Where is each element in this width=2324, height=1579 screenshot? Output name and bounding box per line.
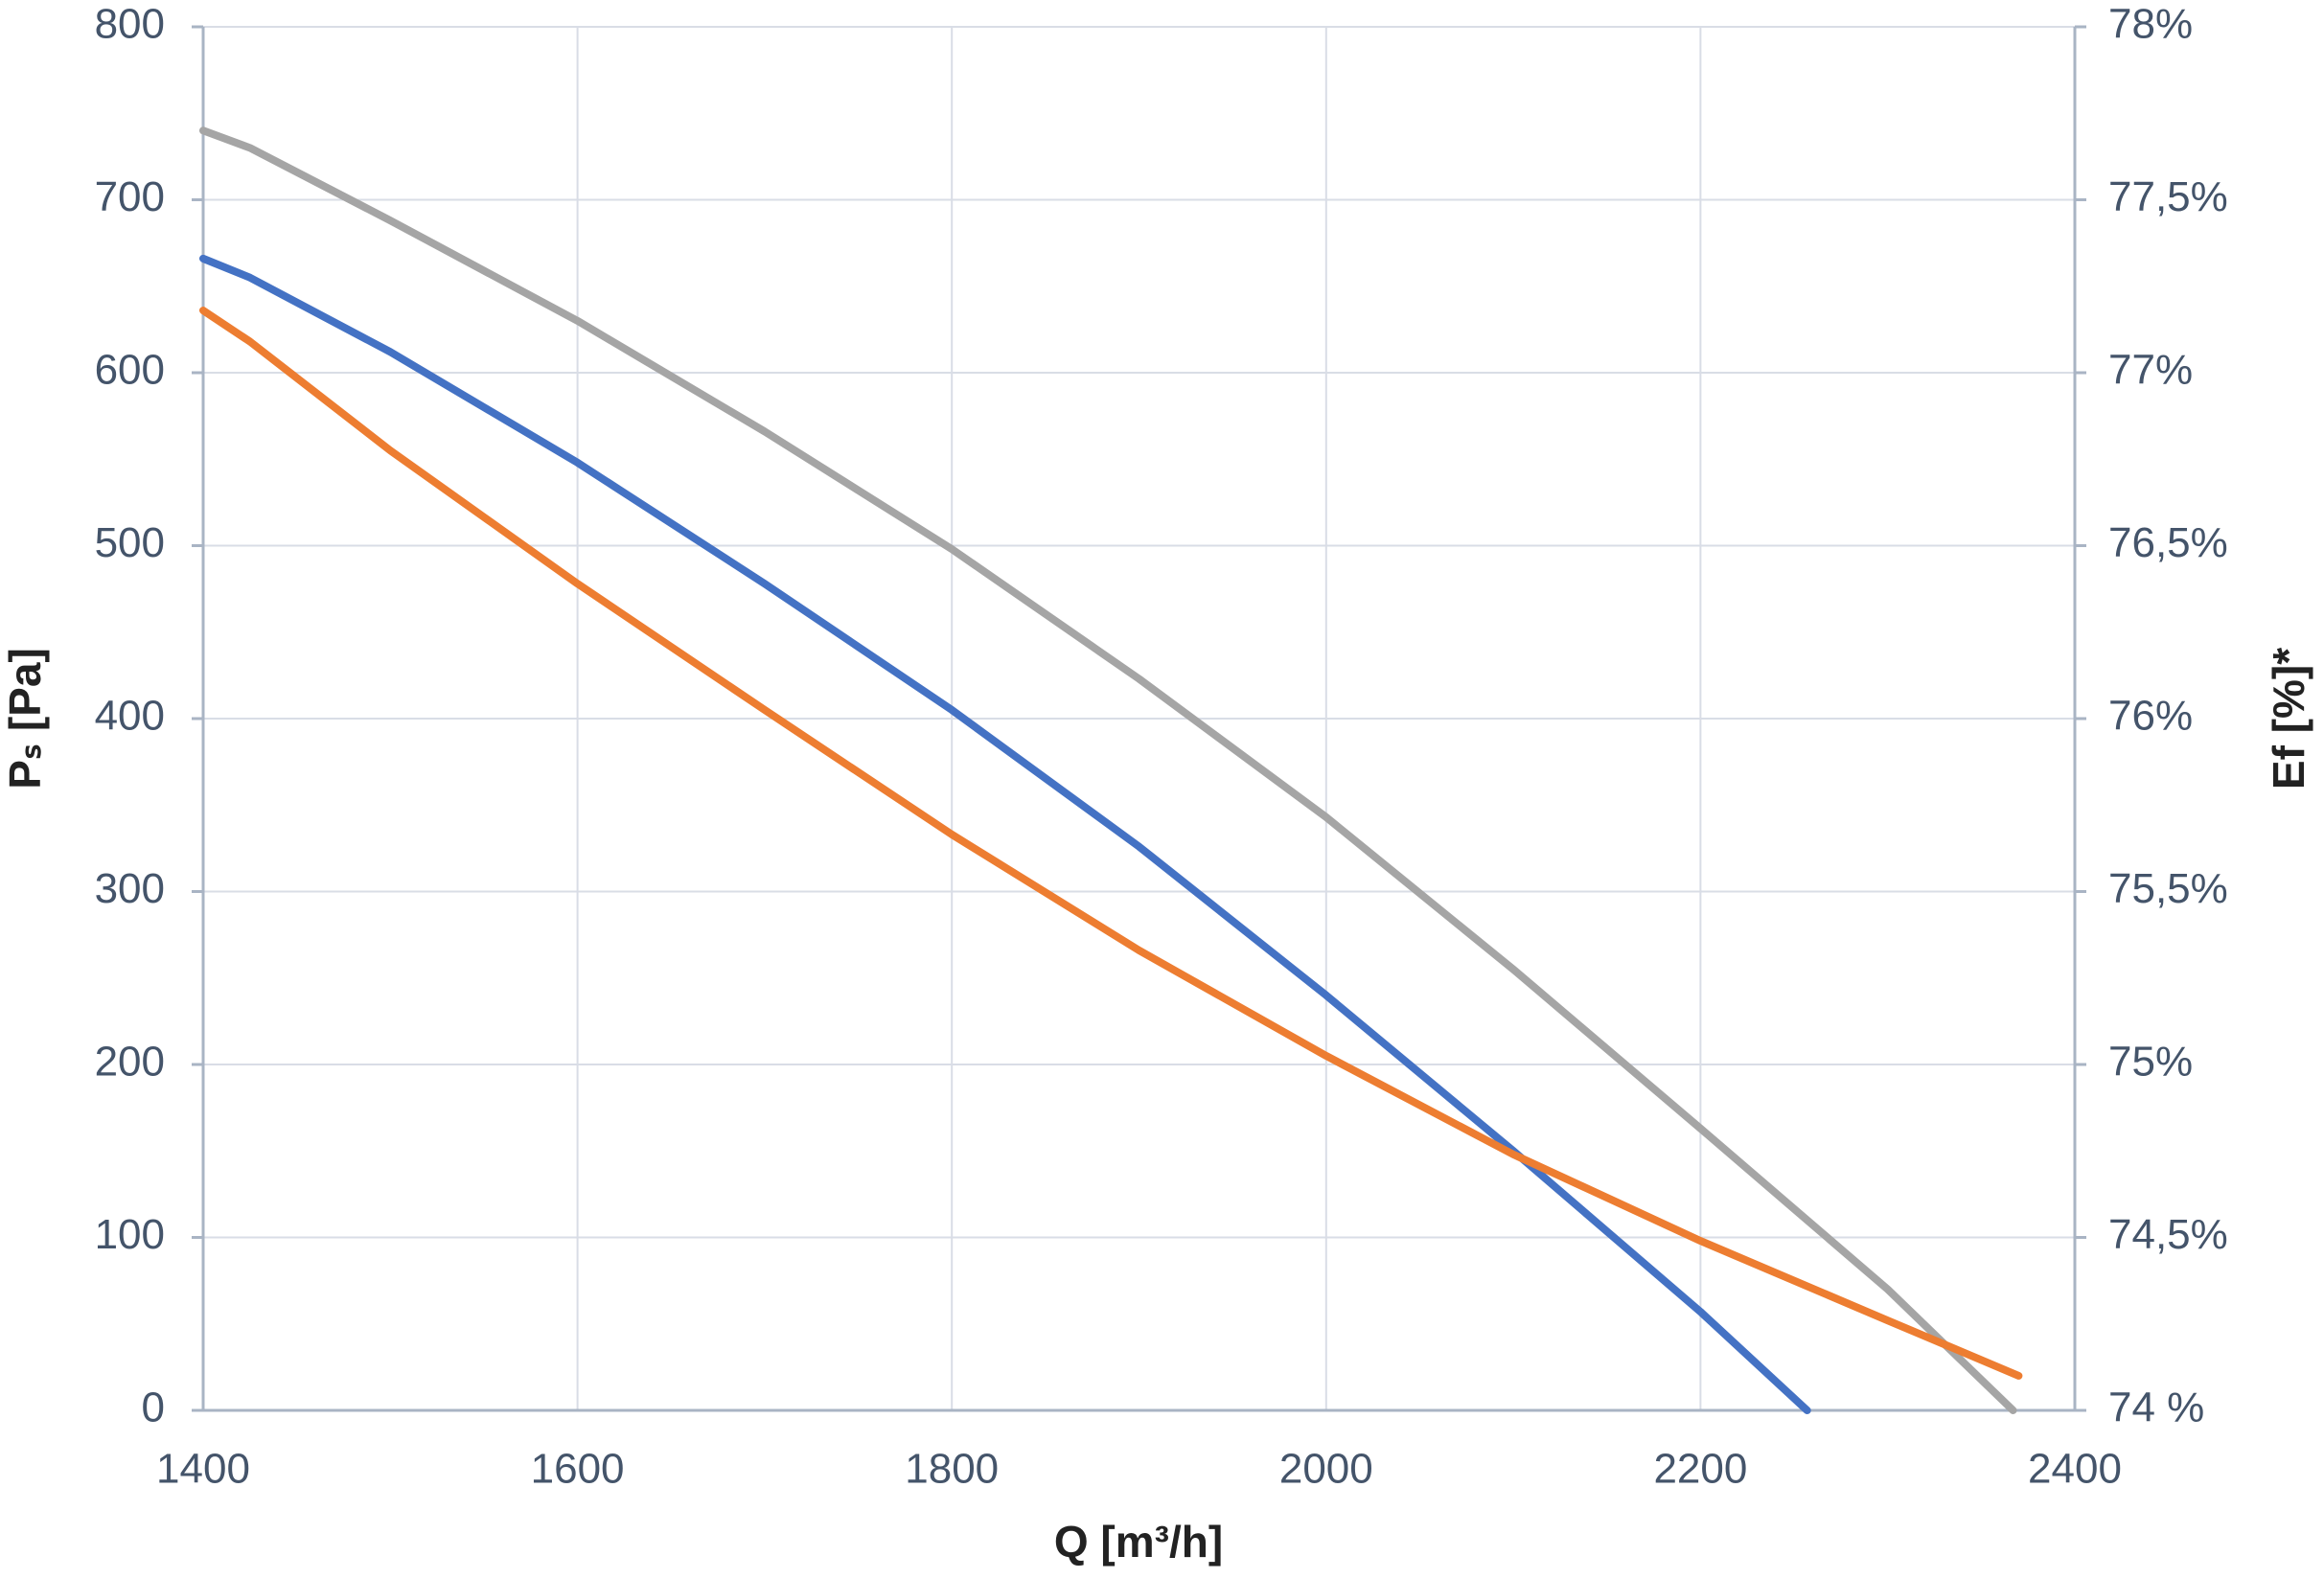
y2-tick-label: 75% — [2108, 1039, 2193, 1086]
y2-axis-label: Ef [%]* — [2264, 648, 2313, 790]
y-tick-label: 500 — [95, 519, 165, 566]
x-tick-label: 2000 — [1279, 1446, 1373, 1493]
y2-tick-label: 74 % — [2108, 1384, 2204, 1431]
y-tick-label: 300 — [95, 865, 165, 912]
line-series — [199, 307, 2023, 1380]
y-tick-label: 400 — [95, 693, 165, 740]
x-tick-label: 1800 — [905, 1446, 999, 1493]
y-tick-label: 700 — [95, 173, 165, 220]
y2-tick-label: 77% — [2108, 347, 2193, 394]
y-tick-label: 800 — [95, 1, 165, 48]
y-tick-label: 100 — [95, 1211, 165, 1258]
y-tick-label: 600 — [95, 347, 165, 394]
x-tick-label: 1400 — [156, 1446, 250, 1493]
x-tick-label: 1600 — [531, 1446, 625, 1493]
x-axis-label: Q [m³/h] — [1054, 1517, 1223, 1567]
x-tick-label: 2200 — [1653, 1446, 1747, 1493]
y2-tick-label: 76% — [2108, 693, 2193, 740]
line-series — [199, 254, 1811, 1414]
y2-tick-label: 78% — [2108, 1, 2193, 48]
x-tick-label: 2400 — [2028, 1446, 2122, 1493]
y2-tick-label: 76,5% — [2108, 519, 2228, 566]
y-axis-label: Pₛ [Pa] — [0, 648, 50, 790]
y2-tick-label: 75,5% — [2108, 865, 2228, 912]
line-series — [199, 126, 2017, 1414]
y-tick-label: 200 — [95, 1039, 165, 1086]
y2-tick-label: 77,5% — [2108, 173, 2228, 220]
y-tick-label: 0 — [142, 1384, 165, 1431]
y2-tick-label: 74,5% — [2108, 1211, 2228, 1258]
